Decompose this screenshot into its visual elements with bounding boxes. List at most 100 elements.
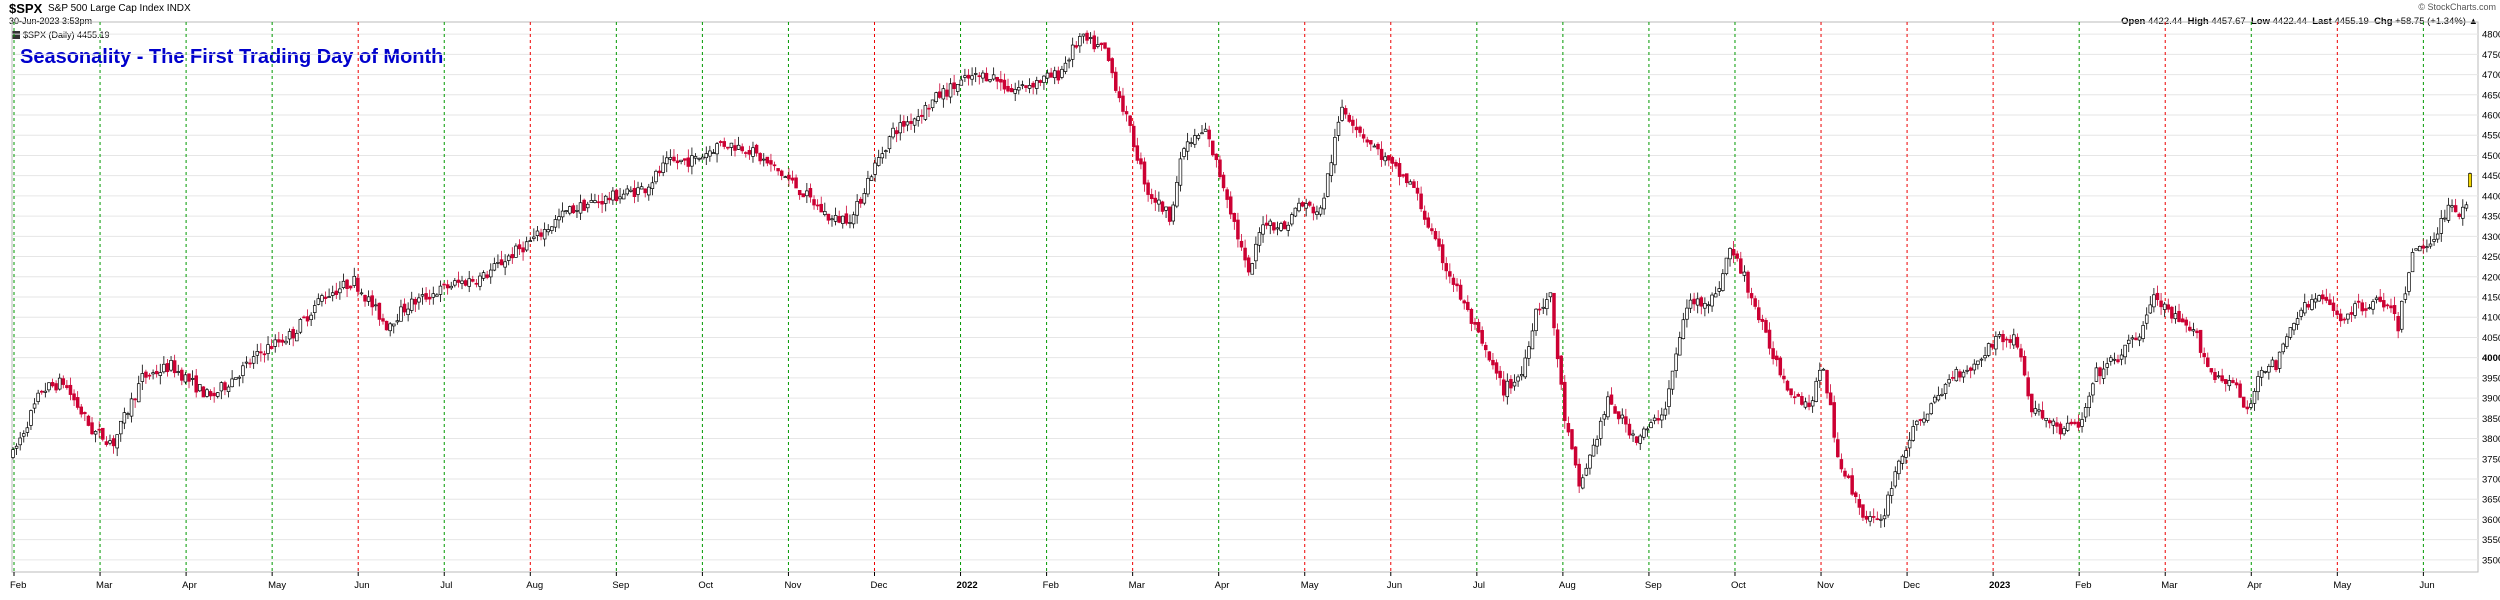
candle-body-up	[2353, 303, 2357, 316]
candle-body-down	[79, 406, 83, 415]
candle-body-down	[1918, 419, 1923, 421]
candle-body-up	[848, 222, 852, 224]
candle-body-up	[2367, 307, 2372, 310]
x-tick-label: Jun	[354, 580, 369, 591]
candle-body-down	[765, 156, 770, 164]
candle-body-up	[2101, 368, 2106, 379]
candle-body-up	[934, 92, 938, 102]
candle-body-down	[1149, 194, 1154, 200]
candle-body-up	[284, 340, 288, 344]
candle-body-down	[1832, 402, 1836, 438]
candle-body-down	[201, 386, 206, 398]
candle-body-up	[438, 285, 443, 295]
candle-body-up	[1304, 203, 1308, 209]
candle-body-down	[718, 141, 723, 143]
candle-body-down	[1358, 126, 1362, 133]
candle-body-up	[1027, 85, 1032, 89]
x-tick-label: Mar	[1129, 580, 1145, 591]
candle-body-up	[542, 229, 547, 240]
candle-body-down	[1214, 153, 1219, 161]
candle-body-up	[1943, 383, 1948, 394]
candle-body-up	[981, 72, 985, 79]
candle-body-down	[1430, 228, 1434, 232]
candle-body-down	[54, 383, 58, 391]
x-tick-label: Oct	[1731, 580, 1746, 591]
candle-body-up	[823, 211, 827, 215]
candle-body-down	[2008, 339, 2012, 343]
candle-body-up	[2051, 420, 2056, 426]
candle-body-down	[262, 353, 267, 356]
candle-body-up	[2044, 417, 2048, 421]
candle-body-up	[1814, 380, 1818, 402]
candle-body-down	[1627, 423, 1632, 436]
candle-body-down	[1433, 231, 1438, 240]
candle-body-up	[1879, 518, 1883, 521]
y-tick-label: 4550	[2482, 131, 2500, 142]
candle-body-down	[1009, 88, 1014, 93]
candle-body-down	[223, 382, 227, 391]
candle-body-down	[747, 150, 752, 155]
candle-body-down	[1397, 163, 1402, 177]
candle-body-up	[2109, 357, 2113, 362]
candle-body-up	[183, 374, 188, 383]
candle-body-down	[1753, 298, 1757, 307]
candle-body-down	[744, 152, 748, 154]
candle-body-down	[1412, 181, 1416, 188]
candle-body-up	[230, 378, 234, 388]
candle-body-up	[988, 79, 992, 82]
candle-body-up	[887, 136, 892, 150]
candle-body-down	[571, 205, 576, 214]
candle-body-down	[927, 107, 931, 110]
candle-body-down	[39, 390, 44, 393]
candle-body-up	[467, 278, 471, 287]
candle-body-down	[1501, 379, 1506, 396]
candle-body-down	[2421, 245, 2426, 249]
candle-body-down	[194, 375, 198, 393]
candle-body-up	[697, 157, 701, 160]
y-tick-label: 4750	[2482, 50, 2500, 61]
candle-body-down	[1634, 436, 1639, 443]
candle-body-up	[1286, 224, 1290, 231]
candle-body-up	[1742, 271, 1747, 276]
candle-body-up	[2148, 304, 2153, 314]
candle-body-down	[1473, 322, 1477, 325]
x-tick-label: Jul	[1473, 580, 1485, 591]
candle-body-down	[812, 199, 816, 206]
candle-body-up	[406, 308, 410, 316]
candle-body-up	[226, 386, 231, 392]
x-tick-label: Feb	[1043, 580, 1059, 591]
exchange-label: INDX	[166, 3, 191, 14]
candle-body-up	[1325, 173, 1330, 197]
candle-body-down	[1311, 206, 1316, 214]
candle-body-up	[991, 74, 996, 80]
index-name-text: S&P 500 Large Cap Index	[48, 3, 165, 14]
candle-body-down	[302, 316, 306, 319]
candle-body-up	[115, 434, 119, 449]
y-tick-label: 3950	[2482, 373, 2500, 384]
candle-body-down	[1480, 330, 1484, 344]
candle-body-down	[1494, 362, 1499, 374]
candle-body-up	[126, 413, 130, 415]
candle-body-down	[726, 146, 730, 149]
candle-body-down	[1757, 307, 1761, 321]
candle-body-up	[654, 170, 658, 183]
candle-body-down	[377, 302, 382, 320]
candle-body-up	[1017, 87, 1021, 91]
candle-body-up	[1013, 88, 1017, 94]
candle-body-up	[618, 196, 622, 200]
candle-body-down	[1024, 85, 1028, 88]
candle-body-up	[625, 188, 629, 195]
candle-body-down	[722, 141, 726, 147]
x-tick-label: 2022	[957, 580, 978, 591]
candle-body-down	[1624, 416, 1628, 425]
candle-body-down	[1613, 406, 1617, 414]
candle-body-up	[1889, 488, 1894, 496]
candle-body-up	[1318, 207, 1323, 215]
candle-body-down	[686, 157, 691, 167]
candle-body-up	[478, 275, 482, 287]
candle-body-down	[819, 203, 823, 213]
candle-body-down	[370, 295, 374, 308]
candle-body-down	[790, 177, 795, 181]
candle-body-down	[1092, 35, 1096, 50]
candle-body-up	[1642, 428, 1646, 438]
